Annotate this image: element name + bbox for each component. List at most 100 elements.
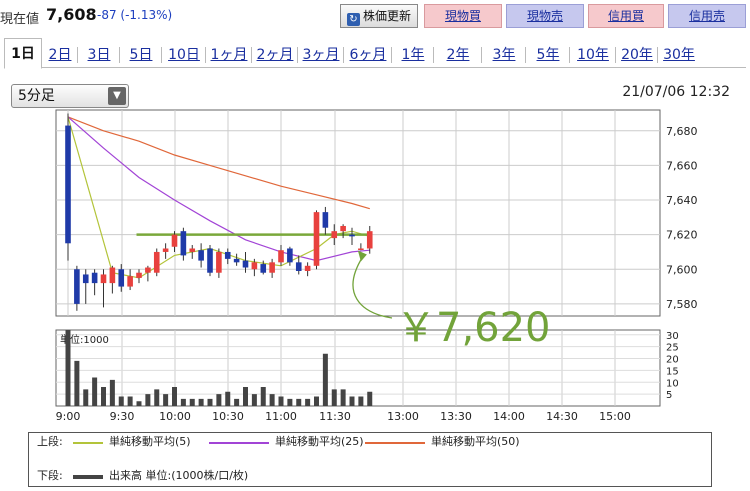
volume-bar — [225, 391, 231, 406]
volume-bar — [287, 398, 293, 406]
refresh-icon: ↻ — [346, 13, 360, 26]
cash-sell-button[interactable]: 現物売 — [506, 4, 584, 28]
volume-bar — [331, 389, 337, 406]
interval-select[interactable]: 5分足 ▼ — [11, 84, 129, 108]
candle-up — [127, 276, 133, 287]
candle-up — [189, 248, 196, 252]
volume-bar — [314, 396, 319, 406]
legend-ma5-swatch — [73, 442, 103, 444]
tab-separator — [41, 47, 42, 63]
margin-buy-button[interactable]: 信用買 — [588, 4, 664, 28]
volume-bar — [92, 377, 98, 406]
legend-volume: 出来高 単位:(1000株/口/枚) — [109, 469, 249, 482]
candle-down — [65, 125, 71, 244]
volume-bar — [180, 398, 186, 406]
volume-bar — [234, 398, 240, 406]
tab-separator — [391, 47, 392, 63]
price-tick-label: 7,660 — [666, 159, 698, 172]
volume-bar — [83, 389, 89, 406]
ma50-line — [67, 116, 370, 210]
legend-lower-label: 下段: — [37, 469, 63, 482]
tab-7[interactable]: 3ヶ月 — [302, 47, 340, 63]
chart-timestamp: 21/07/06 12:32 — [622, 84, 730, 100]
candle-down — [242, 260, 249, 268]
candle-up — [269, 262, 275, 273]
volume-bar — [189, 398, 195, 406]
tab-4[interactable]: 10日 — [168, 47, 200, 63]
tab-8[interactable]: 6ヶ月 — [349, 47, 387, 63]
tab-14[interactable]: 20年 — [621, 47, 653, 63]
legend-ma50: 単純移動平均(50) — [431, 435, 520, 448]
volume-tick-label: 15 — [666, 366, 679, 377]
tab-15[interactable]: 30年 — [663, 47, 695, 63]
candle-down — [74, 269, 80, 304]
tab-5[interactable]: 1ヶ月 — [210, 47, 248, 63]
candle-up — [100, 274, 107, 284]
legend-volume-swatch — [73, 475, 103, 479]
price-tick-label: 7,580 — [666, 298, 698, 311]
x-tick-label: 11:00 — [265, 410, 297, 423]
chart-legend: 上段: 単純移動平均(5) 単純移動平均(25) 単純移動平均(50) 下段: … — [28, 432, 712, 487]
candle-up — [136, 272, 142, 278]
volume-bar — [154, 389, 160, 406]
price-tick-label: 7,640 — [666, 194, 698, 207]
volume-tick-label: 5 — [666, 390, 672, 401]
volume-bar — [136, 401, 142, 406]
x-tick-label: 14:30 — [546, 410, 578, 423]
tab-separator — [569, 47, 570, 63]
candle-up — [145, 267, 151, 273]
volume-bar — [74, 360, 80, 406]
volume-bar — [198, 398, 204, 406]
volume-bar — [216, 394, 222, 406]
x-tick-label: 9:30 — [110, 410, 135, 423]
candle-up — [162, 248, 169, 252]
price-tick-label: 7,620 — [666, 229, 698, 242]
tab-separator — [205, 47, 206, 63]
period-tabs: 1日 2日 3日 5日 10日 1ヶ月 2ヶ月 3ヶ月 6ヶ月 1年 2年 3年 5年 10年 20年 30年 — [4, 38, 746, 69]
volume-bar — [322, 353, 328, 406]
x-tick-label: 11:30 — [319, 410, 351, 423]
dropdown-arrow-icon: ▼ — [108, 87, 126, 105]
tab-13[interactable]: 10年 — [577, 47, 609, 63]
tab-9[interactable]: 1年 — [401, 47, 425, 63]
tab-separator — [433, 47, 434, 63]
price-label: 現在値 — [0, 12, 40, 27]
candle-up — [340, 225, 346, 232]
tab-3[interactable]: 5日 — [129, 47, 153, 63]
candle-down — [322, 212, 329, 228]
volume-tick-label: 20 — [666, 355, 679, 366]
candle-down — [198, 250, 204, 261]
tab-1[interactable]: 2日 — [48, 47, 72, 63]
tab-12[interactable]: 5年 — [536, 47, 560, 63]
x-tick-label: 14:00 — [493, 410, 525, 423]
margin-sell-button[interactable]: 信用売 — [668, 4, 746, 28]
legend-ma50-swatch — [365, 442, 425, 444]
volume-bar — [172, 387, 177, 406]
volume-bar — [349, 396, 355, 406]
volume-bar — [260, 387, 266, 406]
tab-0[interactable]: 1日 — [4, 38, 42, 69]
tab-6[interactable]: 2ヶ月 — [256, 47, 294, 63]
tab-10[interactable]: 2年 — [446, 47, 470, 63]
volume-tick-label: 10 — [666, 378, 679, 389]
tab-11[interactable]: 3年 — [492, 47, 516, 63]
candle-down — [260, 264, 267, 273]
tab-2[interactable]: 3日 — [87, 47, 111, 63]
interval-value: 5分足 — [18, 88, 55, 104]
price-change: -87 (-1.13%) — [97, 8, 173, 22]
candle-down — [91, 272, 98, 284]
candle-up — [251, 262, 258, 270]
volume-bar — [163, 394, 169, 406]
cash-buy-button[interactable]: 現物買 — [424, 4, 502, 28]
candle-down — [82, 274, 89, 284]
volume-bar — [145, 394, 151, 406]
refresh-price-button[interactable]: ↻ 株価更新 — [340, 4, 418, 28]
candle-down — [233, 258, 240, 263]
refresh-label: 株価更新 — [362, 9, 411, 23]
candle-up — [278, 250, 284, 263]
price-panel — [55, 109, 661, 317]
legend-ma25: 単純移動平均(25) — [275, 435, 364, 448]
candle-up — [366, 231, 373, 249]
x-tick-label: 10:30 — [212, 410, 244, 423]
ma25-line — [67, 116, 370, 262]
